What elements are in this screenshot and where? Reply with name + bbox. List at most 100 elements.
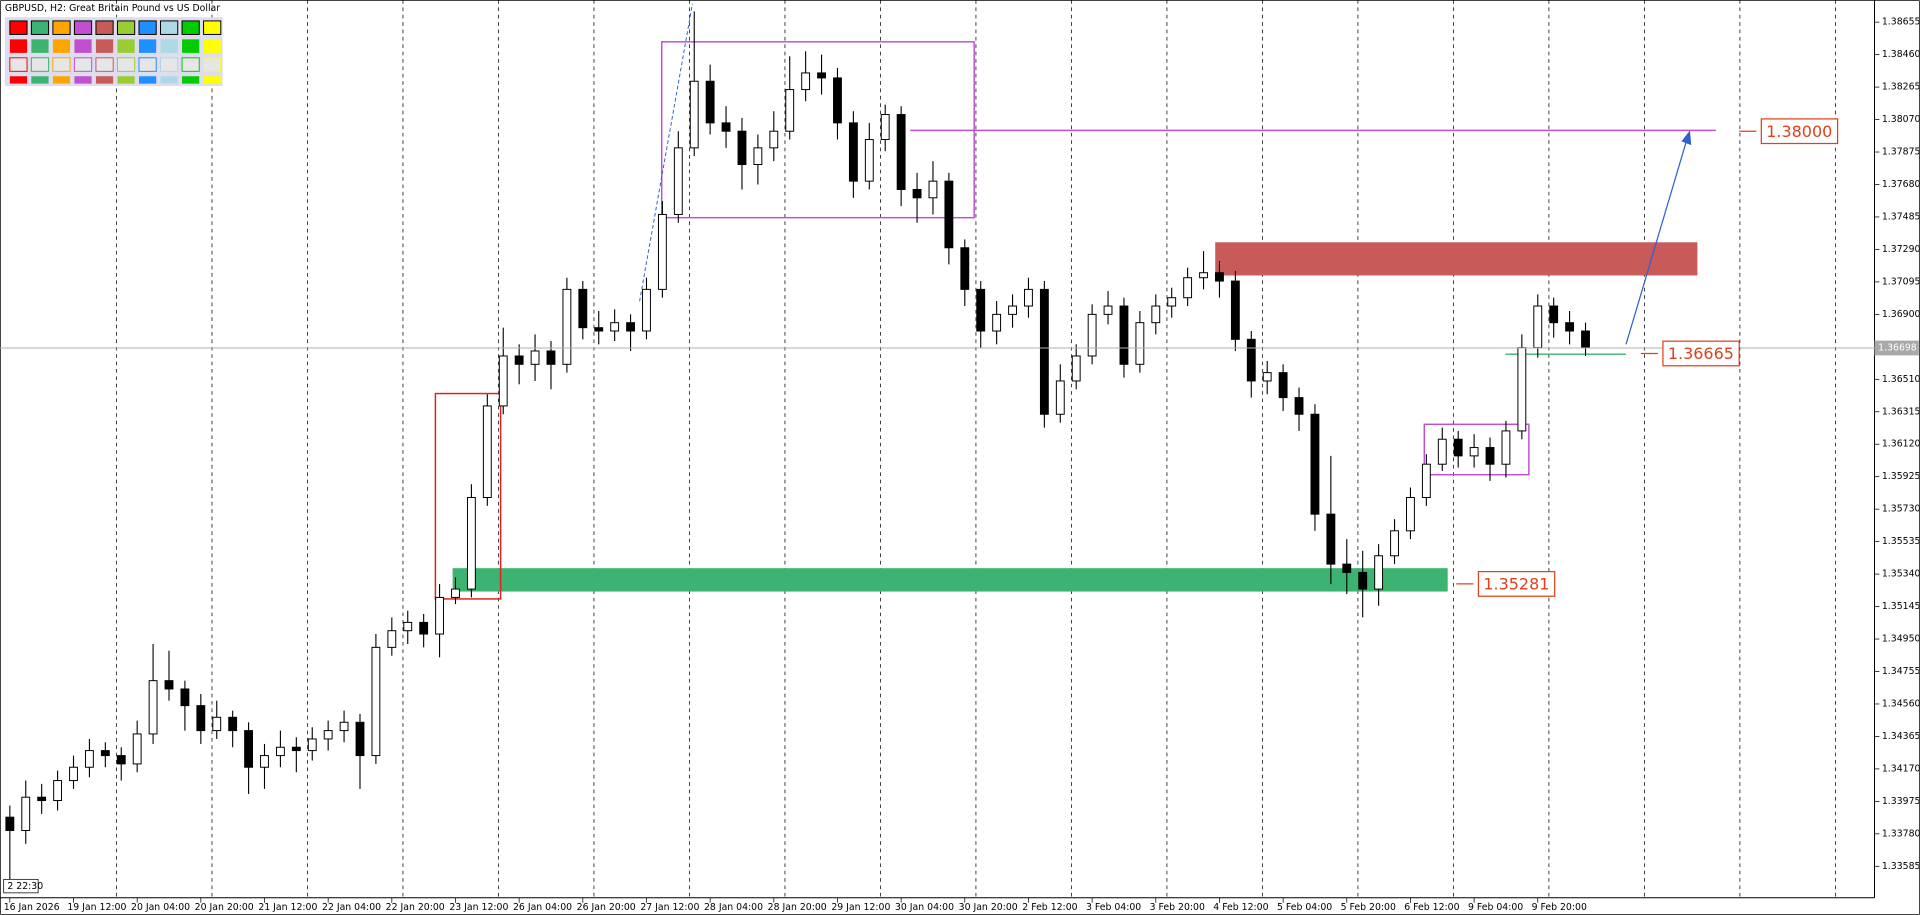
candle-body (244, 730, 254, 768)
palette-swatch[interactable] (73, 20, 93, 35)
candle-body (1024, 288, 1033, 307)
palette-swatch[interactable] (95, 76, 114, 84)
candle-body (403, 621, 413, 632)
candle-body (21, 796, 31, 832)
candle-body (132, 733, 142, 765)
palette-swatch[interactable] (160, 57, 179, 72)
palette-swatch[interactable] (9, 76, 28, 84)
x-tick-label: 19 Jan 12:00 (67, 902, 126, 913)
palette-swatch[interactable] (95, 39, 114, 53)
palette-swatch[interactable] (182, 39, 200, 53)
palette-swatch[interactable] (30, 57, 50, 72)
y-tick-label: 1.34365 (1882, 731, 1920, 742)
current-price-label: 1.36698 (1878, 342, 1917, 353)
level-label: 1.36665 (1668, 344, 1734, 363)
y-tick-label: 1.37680 (1882, 179, 1920, 190)
x-tick-label: 30 Jan 20:00 (959, 902, 1018, 913)
candle-body (1390, 530, 1399, 557)
candle-body (928, 180, 938, 199)
palette-swatch[interactable] (52, 20, 71, 35)
palette-swatch[interactable] (52, 57, 71, 72)
x-tick-label: 16 Jan 2026 (4, 902, 60, 913)
candle-body (912, 188, 922, 199)
x-tick-label: 30 Jan 04:00 (895, 902, 954, 913)
palette-swatch[interactable] (117, 39, 135, 53)
palette-swatch[interactable] (9, 57, 28, 72)
candle-body (833, 77, 842, 124)
candle-body (1103, 305, 1113, 315)
palette-swatch[interactable] (181, 57, 200, 72)
palette-swatch[interactable] (117, 76, 135, 84)
candle-body (817, 72, 826, 79)
palette-swatch[interactable] (95, 57, 114, 72)
arrow-head (1681, 130, 1692, 146)
period-separators (116, 0, 1836, 898)
candle-body (1294, 397, 1304, 415)
x-tick-label: 6 Feb 12:00 (1404, 902, 1459, 913)
x-tick-label: 9 Feb 20:00 (1532, 902, 1587, 913)
x-tick-label: 20 Jan 20:00 (195, 902, 254, 913)
time-badge: 2 22:30 (7, 881, 43, 892)
palette-swatch[interactable] (203, 20, 222, 35)
palette-swatch[interactable] (116, 57, 136, 72)
palette-swatch[interactable] (95, 20, 114, 35)
candle-body (1374, 555, 1384, 590)
palette-swatch[interactable] (52, 39, 71, 53)
candle-body (546, 350, 556, 365)
candle-body (419, 621, 429, 635)
x-tick-label: 21 Jan 12:00 (258, 902, 317, 913)
y-tick-label: 1.37875 (1882, 147, 1920, 158)
palette-swatch[interactable] (9, 20, 28, 35)
y-tick-label: 1.33780 (1882, 828, 1920, 839)
consolidation-box (1423, 423, 1530, 476)
candle-body (307, 738, 317, 752)
palette-swatch[interactable] (160, 39, 178, 53)
candle-body (1342, 563, 1352, 573)
candle-body (1135, 322, 1145, 365)
level-box (1477, 571, 1556, 597)
x-tick-label: 5 Feb 20:00 (1341, 902, 1396, 913)
palette-swatch[interactable] (9, 39, 28, 53)
palette-swatch[interactable] (138, 39, 157, 53)
candle-body (1119, 305, 1129, 365)
palette-swatch[interactable] (160, 76, 178, 84)
color-palette[interactable] (4, 17, 223, 87)
candle-body (880, 114, 890, 141)
candle-body (482, 405, 492, 499)
candle-body (164, 680, 174, 690)
palette-swatch[interactable] (160, 20, 179, 35)
palette-swatch[interactable] (74, 76, 92, 84)
chart-title: GBPUSD, H2: Great Britain Pound vs US Do… (5, 3, 220, 14)
x-tick-label: 28 Jan 20:00 (768, 902, 827, 913)
candle-body (1183, 277, 1193, 299)
palette-swatch[interactable] (30, 20, 50, 35)
candle-body (371, 646, 381, 757)
x-tick-label: 22 Jan 04:00 (322, 902, 381, 913)
palette-swatch[interactable] (31, 76, 49, 84)
x-tick-label: 3 Feb 20:00 (1150, 902, 1205, 913)
candle-body (1517, 347, 1527, 432)
palette-swatch[interactable] (116, 20, 136, 35)
palette-swatch[interactable] (138, 76, 157, 84)
palette-swatch[interactable] (73, 57, 93, 72)
palette-swatch[interactable] (181, 20, 200, 35)
candle-body (769, 130, 779, 149)
candle-body (1485, 447, 1495, 465)
candle-body (737, 130, 747, 165)
palette-swatch[interactable] (52, 76, 71, 84)
x-tick-label: 27 Jan 12:00 (640, 902, 699, 913)
palette-swatch[interactable] (138, 57, 157, 72)
palette-swatch[interactable] (138, 20, 157, 35)
palette-swatch[interactable] (31, 39, 49, 53)
candle-body (355, 721, 365, 757)
palette-swatch[interactable] (74, 39, 92, 53)
level-label: 1.35281 (1483, 575, 1549, 594)
breakout-box (434, 392, 502, 600)
palette-swatch[interactable] (182, 76, 200, 84)
palette-swatch[interactable] (203, 39, 221, 53)
candle-body (1151, 305, 1161, 324)
palette-swatch[interactable] (203, 76, 221, 84)
palette-swatch[interactable] (203, 57, 222, 72)
